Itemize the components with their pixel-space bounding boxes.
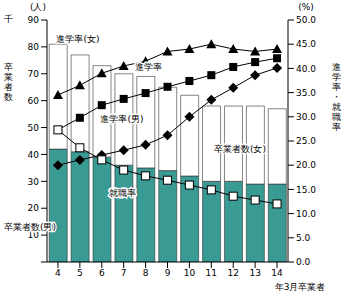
svg-text:40: 40 xyxy=(28,150,40,160)
svg-text:30.0: 30.0 xyxy=(296,112,316,122)
svg-text:60: 60 xyxy=(28,96,40,106)
svg-text:0.0: 0.0 xyxy=(296,257,311,267)
svg-text:20.0: 20.0 xyxy=(296,160,316,170)
svg-text:7: 7 xyxy=(121,268,127,278)
svg-text:千: 千 xyxy=(8,14,13,24)
svg-text:10: 10 xyxy=(184,268,196,278)
svg-text:(%): (%) xyxy=(298,2,314,12)
svg-text:50.0: 50.0 xyxy=(296,15,316,25)
svg-text:13: 13 xyxy=(249,268,260,278)
svg-text:80: 80 xyxy=(28,42,40,52)
svg-text:10.0: 10.0 xyxy=(296,209,316,219)
svg-text:25.0: 25.0 xyxy=(296,136,316,146)
svg-text:卒業者数(女): 卒業者数(女) xyxy=(214,144,266,154)
svg-text:8: 8 xyxy=(143,268,149,278)
svg-text:45.0: 45.0 xyxy=(296,39,316,49)
svg-text:6: 6 xyxy=(99,268,105,278)
svg-text:20: 20 xyxy=(28,203,40,213)
svg-text:4: 4 xyxy=(55,268,61,278)
svg-text:5: 5 xyxy=(77,268,83,278)
svg-text:卒業者数(男): 卒業者数(男) xyxy=(8,222,56,232)
svg-text:(人): (人) xyxy=(30,2,46,12)
svg-text:15.0: 15.0 xyxy=(296,185,316,195)
svg-text:11: 11 xyxy=(206,268,217,278)
svg-text:就職率: 就職率 xyxy=(109,188,136,198)
svg-text:進学率・就職率: 進学率・就職率 xyxy=(332,62,338,132)
svg-text:90: 90 xyxy=(28,15,40,25)
svg-text:進学率(女): 進学率(女) xyxy=(56,34,99,44)
svg-text:5.0: 5.0 xyxy=(296,233,311,243)
svg-text:進学率: 進学率 xyxy=(135,62,162,72)
svg-text:進学率(男): 進学率(男) xyxy=(100,114,143,124)
svg-text:40.0: 40.0 xyxy=(296,64,316,74)
svg-text:12: 12 xyxy=(228,268,239,278)
svg-text:10: 10 xyxy=(28,230,40,240)
svg-text:70: 70 xyxy=(28,69,40,79)
svg-text:35.0: 35.0 xyxy=(296,88,316,98)
svg-text:9: 9 xyxy=(165,268,171,278)
svg-text:50: 50 xyxy=(28,123,40,133)
svg-text:30: 30 xyxy=(28,177,40,187)
svg-text:年3月卒業者: 年3月卒業者 xyxy=(275,282,326,292)
svg-text:14: 14 xyxy=(271,268,283,278)
svg-text:卒業者数: 卒業者数 xyxy=(8,62,13,102)
